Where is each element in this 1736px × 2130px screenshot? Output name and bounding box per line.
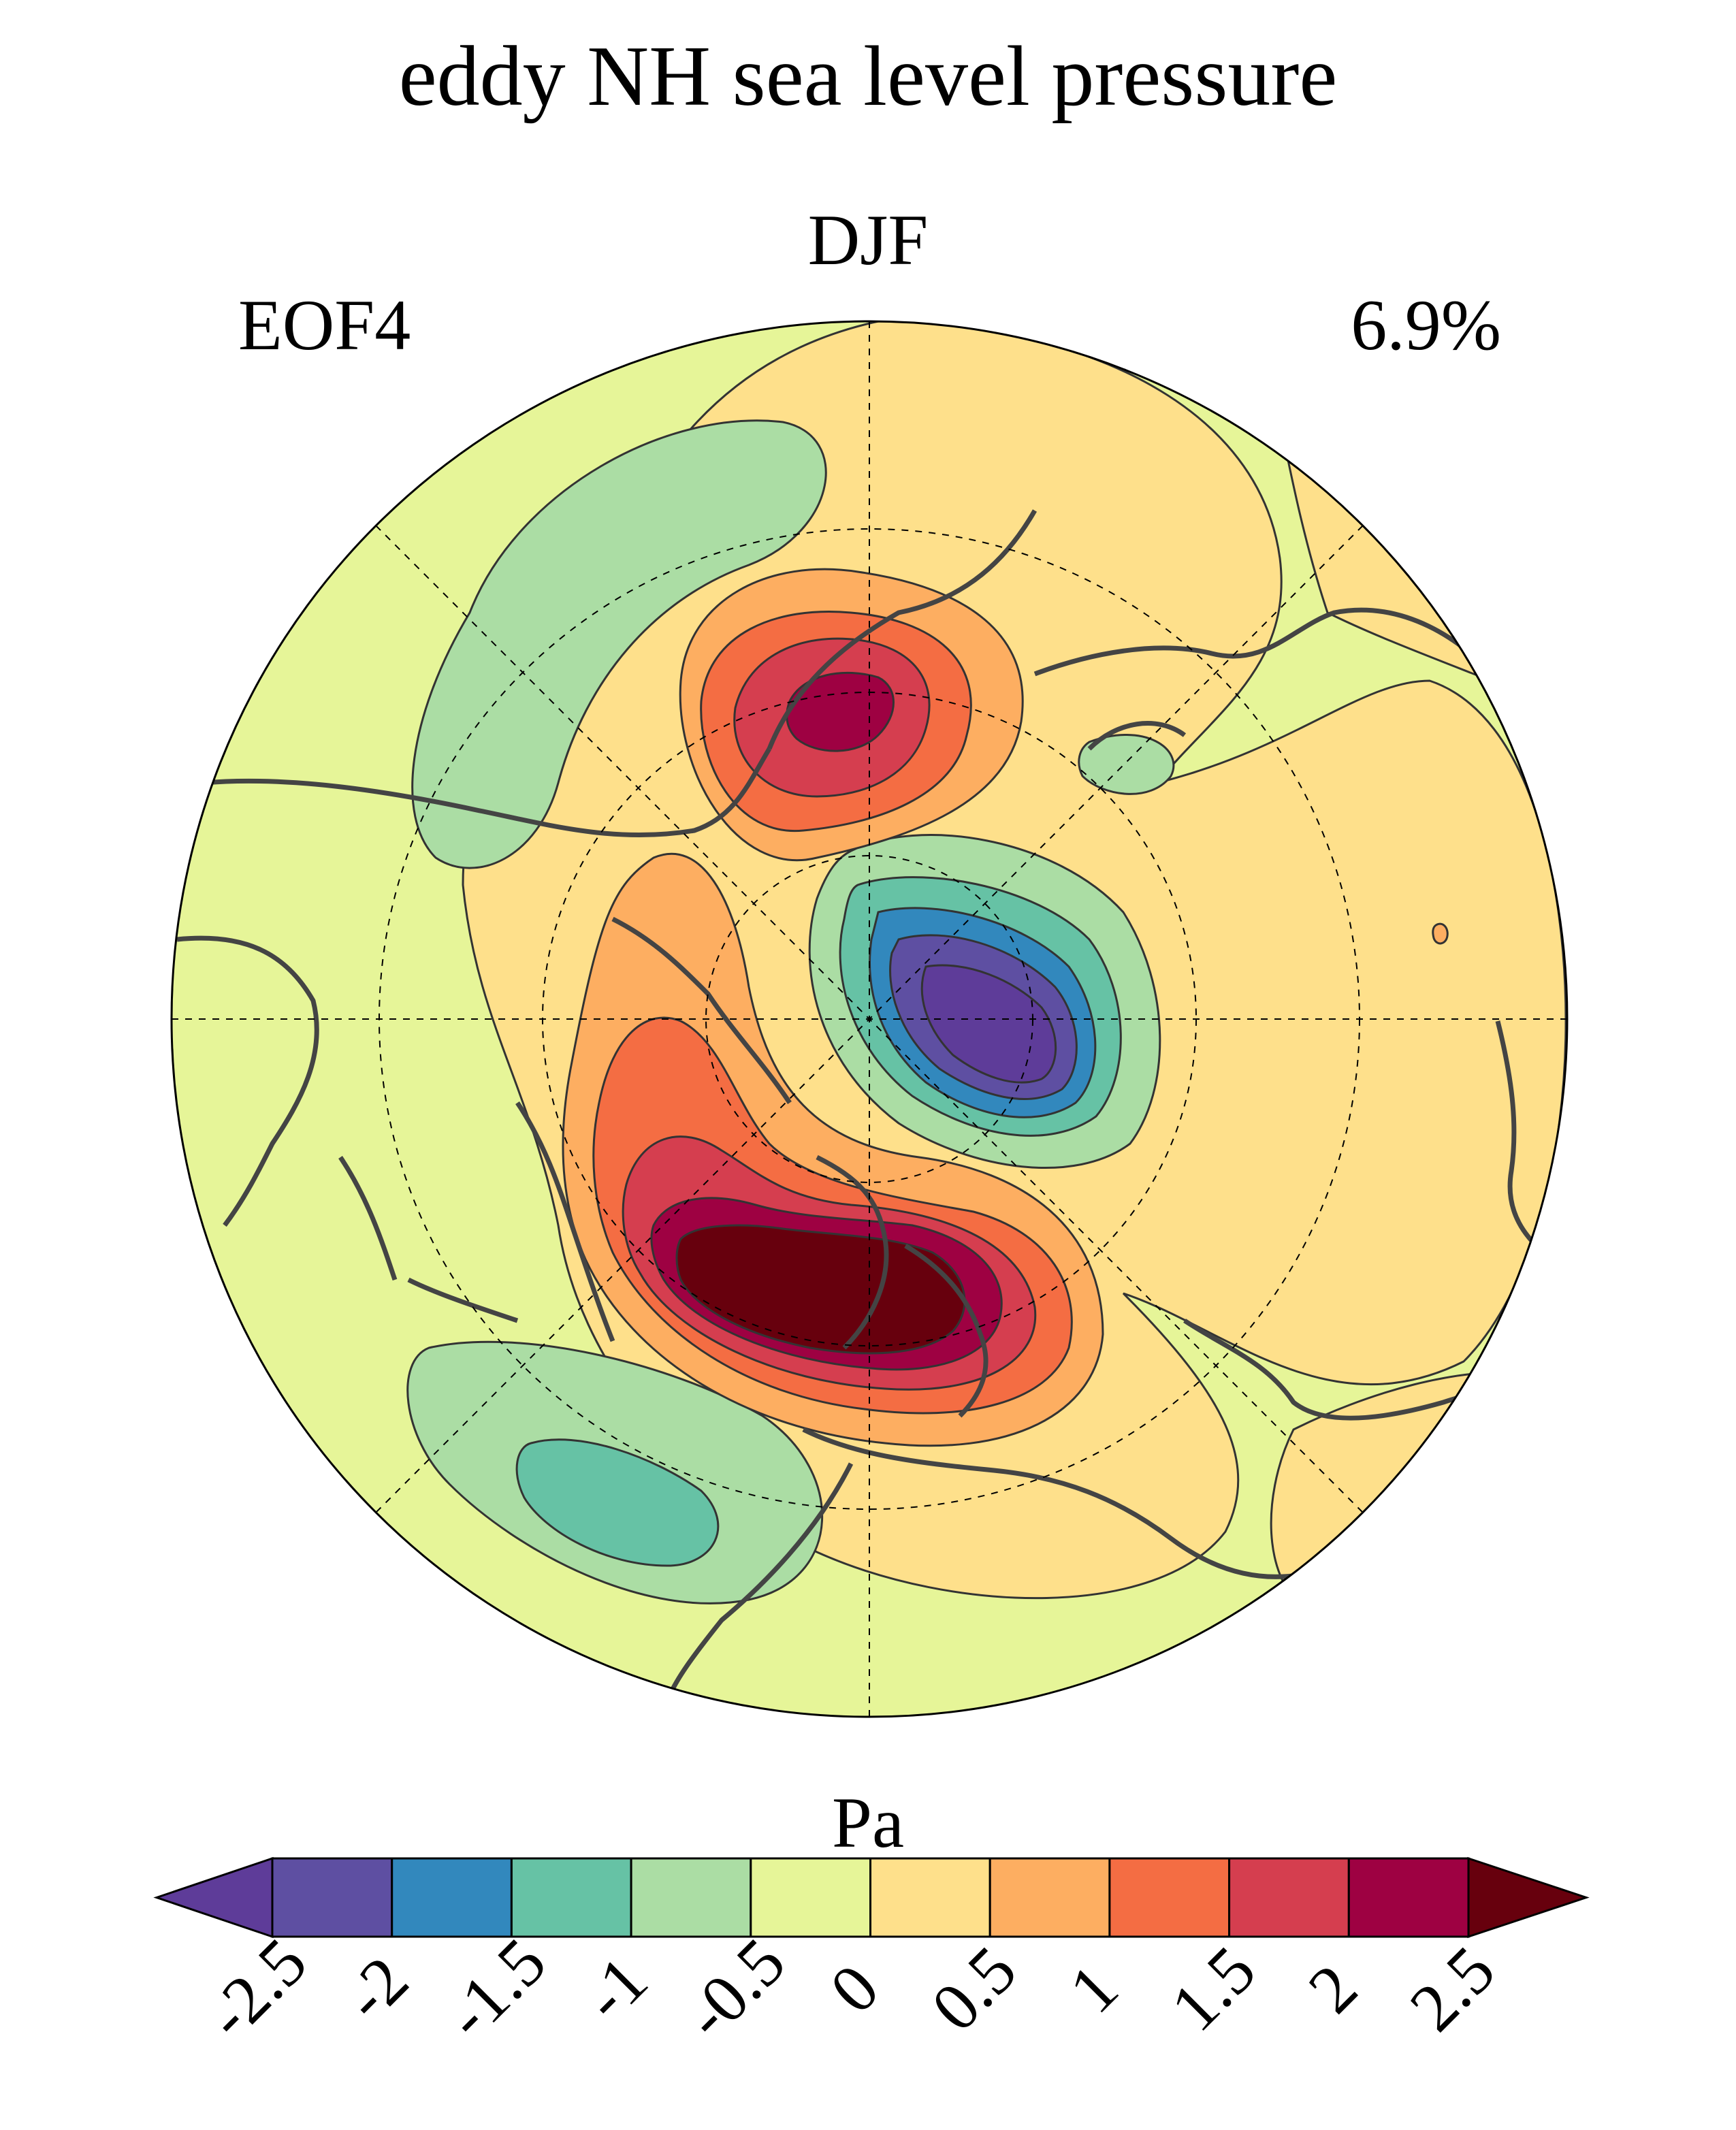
colorbar-box: [869, 1857, 991, 1938]
contour-neg-nw: [411, 419, 827, 869]
colorbar-tick-label: 0.5: [917, 1932, 1031, 2046]
colorbar-tick-label: -1.5: [430, 1924, 560, 2053]
graticule: [172, 321, 1567, 1717]
explained-variance-label: 6.9%: [1351, 285, 1501, 365]
season-label: DJF: [807, 200, 929, 280]
colorbar-arrow-max: [1467, 1856, 1590, 1939]
contour-small-e: [1432, 922, 1449, 945]
meridian: [375, 525, 1364, 1513]
contour-low-5: [920, 964, 1057, 1084]
map-border: [170, 320, 1569, 1718]
colorbar-tick-label: 0: [816, 1950, 893, 2027]
contour-neg-ak: [1078, 734, 1175, 795]
colorbar-box: [1347, 1857, 1470, 1938]
colorbar-arrow-min: [153, 1856, 274, 1939]
colorbar-units: Pa: [832, 1783, 904, 1862]
contour-high-s-4: [675, 1224, 966, 1355]
colorbar-tick-label: 1.5: [1156, 1932, 1270, 2046]
colorbar-box: [988, 1857, 1111, 1938]
colorbar-box: [1108, 1857, 1231, 1938]
contour-high-n-4: [786, 671, 895, 752]
colorbar-tick-label: 2: [1294, 1950, 1372, 2027]
colorbar-box: [391, 1857, 513, 1938]
colorbar-box: [750, 1857, 872, 1938]
colorbar-tick-label: 1: [1055, 1950, 1132, 2027]
contour-neg-sw-core: [515, 1438, 720, 1567]
colorbar-tick-label: -2.5: [191, 1924, 321, 2053]
colorbar-box: [630, 1857, 752, 1938]
colorbar-tick-label: -0.5: [670, 1924, 799, 2053]
colorbar-tick-label: -1: [568, 1942, 662, 2035]
colorbar: -2.5 -2 -1.5 -1 -0.5 0 0.5 1 1.5 2 2.5: [153, 1856, 1590, 2054]
coastlines: [176, 509, 1567, 1703]
eof-label: EOF4: [238, 285, 411, 365]
colorbar-box: [271, 1857, 393, 1938]
colorbar-box: [1228, 1857, 1350, 1938]
colorbar-tick-label: 2.5: [1396, 1932, 1509, 2046]
map-title: eddy NH sea level pressure: [398, 29, 1338, 124]
colorbar-box: [510, 1857, 632, 1938]
colorbar-tick-label: -2: [329, 1942, 422, 2035]
